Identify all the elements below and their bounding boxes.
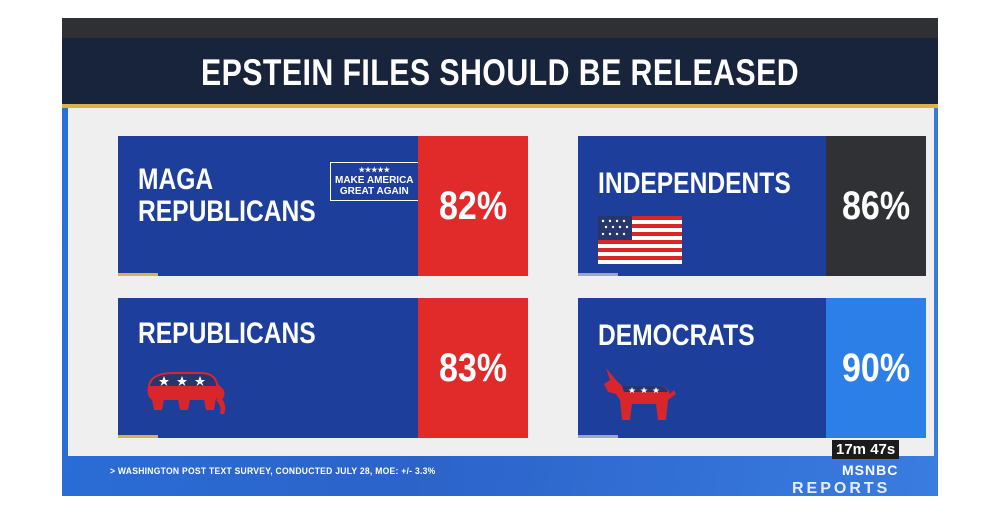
network-logo: MSNBC [842, 462, 899, 478]
survey-source-note: > WASHINGTON POST TEXT SURVEY, CONDUCTED… [110, 466, 436, 477]
democrats-percent: 90% [826, 298, 926, 438]
tv-bezel [62, 18, 938, 38]
program-name: REPORTS [792, 480, 891, 496]
american-flag-icon [598, 216, 682, 264]
results-board: MAGA REPUBLICANS ★★★★★ MAKE AMERICA GREA… [68, 108, 934, 456]
democrats-label: DEMOCRATS [598, 319, 755, 352]
broadcast-timer: 17m 47s [832, 440, 900, 459]
maga-label: MAGA REPUBLICANS [138, 163, 316, 228]
accent-stripe [578, 273, 618, 276]
donkey-icon [604, 368, 676, 420]
maga-percent: 82% [418, 136, 528, 276]
card-maga-republicans: MAGA REPUBLICANS ★★★★★ MAKE AMERICA GREA… [118, 136, 528, 276]
maga-hat-badge: ★★★★★ MAKE AMERICA GREAT AGAIN [330, 162, 419, 201]
accent-stripe [578, 435, 618, 438]
graphic-title: EPSTEIN FILES SHOULD BE RELEASED [200, 52, 800, 93]
card-democrats: DEMOCRATS 90% [578, 298, 926, 438]
independents-label: INDEPENDENTS [598, 167, 791, 200]
republicans-label: REPUBLICANS [138, 317, 316, 350]
republicans-percent: 83% [418, 298, 528, 438]
accent-stripe [118, 435, 158, 438]
tv-screen: EPSTEIN FILES SHOULD BE RELEASED MAGA RE… [62, 18, 938, 496]
independents-percent: 86% [826, 136, 926, 276]
elephant-icon [147, 372, 226, 414]
accent-stripe [118, 273, 158, 276]
title-bar: EPSTEIN FILES SHOULD BE RELEASED [62, 38, 938, 108]
card-independents: INDEPENDENTS 86% [578, 136, 926, 276]
card-republicans: REPUBLICANS 83% [118, 298, 528, 438]
